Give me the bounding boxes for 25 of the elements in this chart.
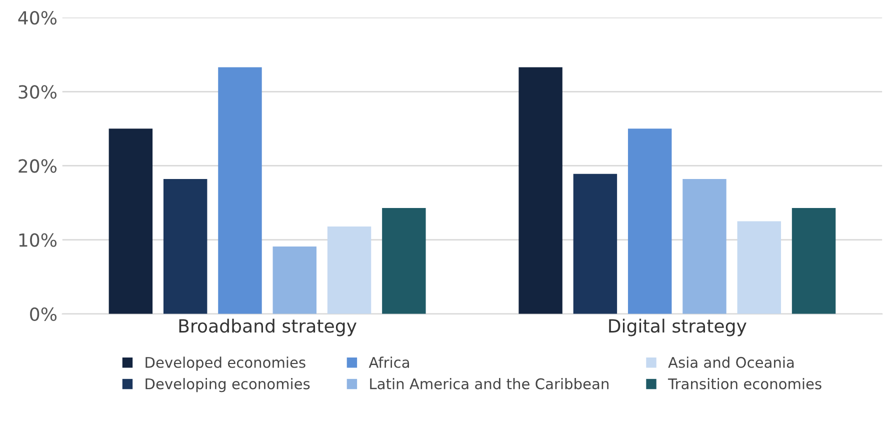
bar: [573, 174, 618, 314]
bar: [792, 208, 836, 314]
y-tick-label: 40%: [18, 11, 57, 25]
bar: [628, 128, 672, 314]
legend-label: Developed economies: [146, 356, 306, 371]
legend-label: Transition economies: [668, 378, 822, 390]
bar: [518, 67, 562, 314]
bar: [327, 226, 372, 314]
y-tick-label: 0%: [30, 307, 57, 321]
y-tick-label: 30%: [18, 85, 57, 99]
legend-label: Latin America and the Caribbean: [370, 378, 608, 390]
x-tick-label: Broadband strategy: [179, 318, 356, 336]
bar: [382, 208, 426, 314]
bar: [737, 221, 781, 314]
x-tick-label: Digital strategy: [609, 318, 746, 336]
legend-label: Asia and Oceania: [668, 356, 794, 368]
bar: [218, 67, 262, 314]
y-tick-label: 10%: [19, 233, 57, 247]
legend-label: Africa: [368, 356, 409, 368]
bar: [108, 128, 153, 314]
bar: [682, 179, 726, 314]
y-tick-label: 20%: [18, 159, 57, 173]
legend-label: Developing economies: [146, 378, 310, 392]
bar: [163, 179, 208, 314]
bar: [272, 246, 316, 314]
